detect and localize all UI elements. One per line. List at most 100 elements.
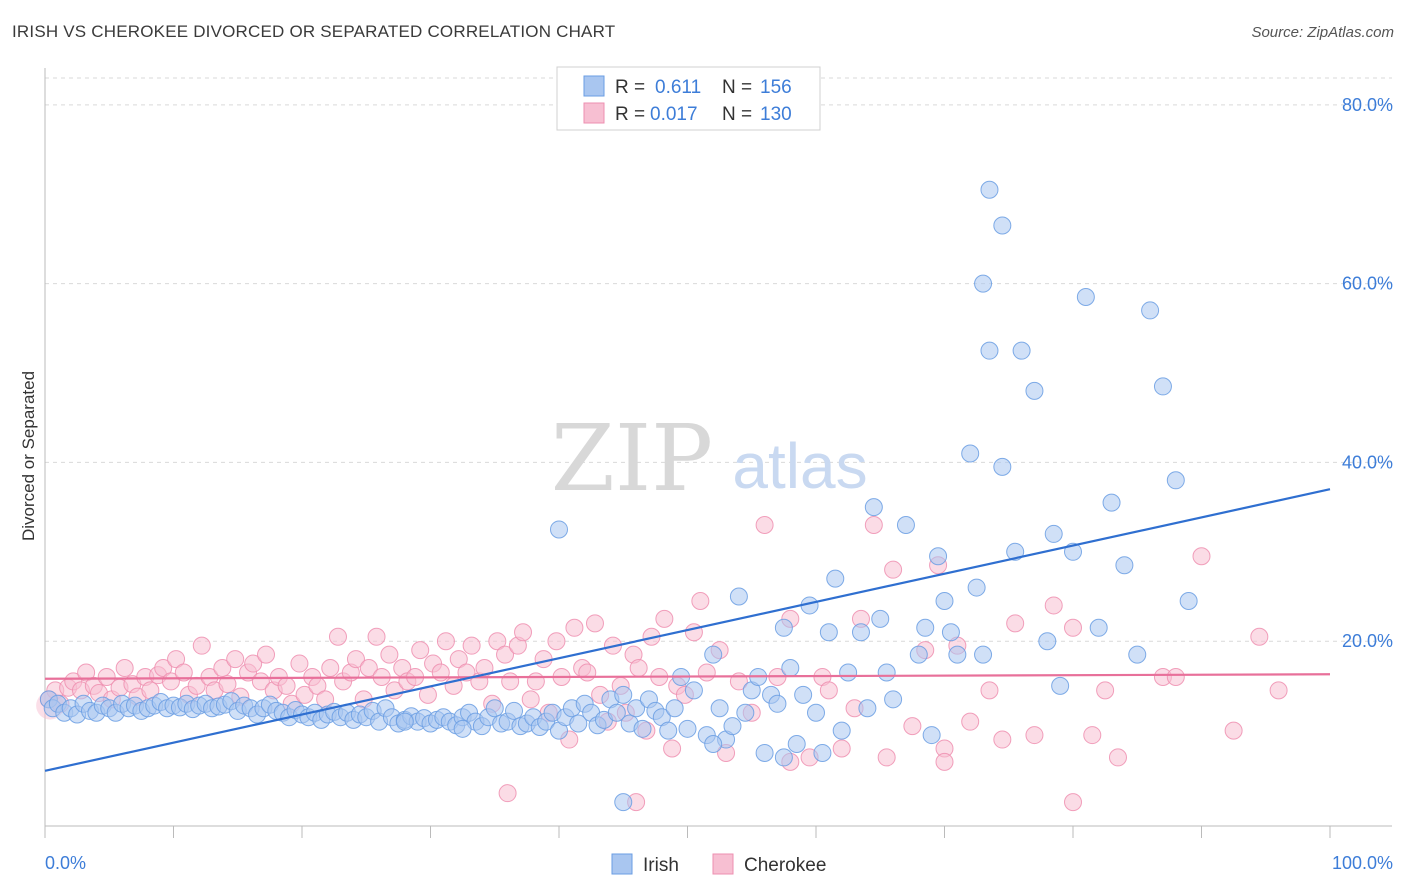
irish-trend-line xyxy=(44,488,1331,772)
irish-point xyxy=(453,719,472,738)
x-tick-label: 100.0% xyxy=(1332,853,1393,873)
cherokee-point xyxy=(161,672,180,691)
cherokee-point xyxy=(462,636,481,655)
irish-legend-swatch xyxy=(583,75,605,97)
cherokee-point xyxy=(496,645,515,664)
cherokee-point xyxy=(167,650,186,669)
cherokee-point xyxy=(1083,726,1102,745)
irish-point xyxy=(569,714,588,733)
irish-legend-label: Irish xyxy=(643,855,679,876)
irish-point xyxy=(980,341,999,360)
irish-point xyxy=(961,444,980,463)
irish-point xyxy=(774,618,793,637)
cherokee-r-value: 0.017 xyxy=(650,104,698,125)
cherokee-point xyxy=(226,650,245,669)
cherokee-point xyxy=(832,739,851,758)
cherokee-point xyxy=(691,591,710,610)
cherokee-point xyxy=(514,623,533,642)
cherokee-point xyxy=(629,659,648,678)
irish-point xyxy=(974,645,993,664)
cherokee-point xyxy=(578,663,597,682)
irish-point xyxy=(505,701,524,720)
irish-point xyxy=(813,743,832,762)
cherokee-legend-swatch xyxy=(583,102,605,124)
cherokee-point xyxy=(213,659,232,678)
irish-point xyxy=(1153,377,1172,396)
cherokee-point xyxy=(1250,627,1269,646)
irish-point xyxy=(659,721,678,740)
irish-point xyxy=(614,685,633,704)
cherokee-point xyxy=(321,659,340,678)
irish-point xyxy=(929,547,948,566)
irish-point xyxy=(1089,618,1108,637)
irish-point xyxy=(864,498,883,517)
cherokee-point xyxy=(755,515,774,534)
cherokee-point xyxy=(1025,726,1044,745)
irish-point xyxy=(729,587,748,606)
irish-r-label: R = xyxy=(615,77,645,98)
irish-point xyxy=(768,694,787,713)
cherokee-point xyxy=(1064,793,1082,812)
irish-point xyxy=(1006,542,1025,561)
irish-point xyxy=(877,663,896,682)
cherokee-r-label: R = xyxy=(615,104,645,125)
irish-point xyxy=(787,735,806,754)
cherokee-point xyxy=(115,659,134,678)
irish-point xyxy=(614,793,633,812)
irish-point xyxy=(909,645,928,664)
irish-point xyxy=(678,719,697,738)
irish-point xyxy=(1076,288,1095,307)
irish-point xyxy=(710,699,729,718)
cherokee-point xyxy=(1096,681,1115,700)
irish-point xyxy=(896,515,915,534)
cherokee-point xyxy=(488,632,507,651)
y-tick-label: 60.0% xyxy=(1342,274,1393,294)
irish-point xyxy=(736,703,755,722)
irish-legend-swatch xyxy=(611,853,633,875)
irish-point xyxy=(633,719,652,738)
watermark-zip: ZIP xyxy=(551,405,713,512)
irish-point xyxy=(774,748,793,767)
y-tick-label: 40.0% xyxy=(1342,452,1393,472)
irish-point xyxy=(967,578,986,597)
cherokee-point xyxy=(1269,681,1288,700)
cherokee-n-value: 130 xyxy=(760,104,792,125)
cherokee-point xyxy=(1108,748,1127,767)
chart-source: Source: ZipAtlas.com xyxy=(1251,24,1394,41)
irish-point xyxy=(839,663,858,682)
irish-point xyxy=(1038,632,1057,651)
cherokee-point xyxy=(192,636,211,655)
irish-point xyxy=(993,216,1012,235)
cherokee-point xyxy=(218,675,237,694)
irish-point xyxy=(826,569,845,588)
irish-point xyxy=(993,457,1012,476)
cherokee-point xyxy=(585,614,604,633)
irish-point xyxy=(755,743,774,762)
irish-point xyxy=(922,726,941,745)
irish-point xyxy=(1025,381,1044,400)
cherokee-point xyxy=(663,739,682,758)
irish-point xyxy=(916,618,935,637)
irish-point xyxy=(858,699,877,718)
cherokee-point xyxy=(877,748,896,767)
irish-n-value: 156 xyxy=(760,77,792,98)
irish-point xyxy=(974,274,993,293)
cherokee-point xyxy=(501,672,520,691)
cherokee-point xyxy=(526,672,545,691)
irish-point xyxy=(684,681,703,700)
x-tick-label: 0.0% xyxy=(45,853,86,873)
irish-point xyxy=(550,520,568,539)
irish-point xyxy=(851,623,870,642)
grid-layer xyxy=(45,77,1392,642)
irish-point xyxy=(941,623,960,642)
irish-point xyxy=(980,180,999,199)
trend-layer xyxy=(44,488,1331,772)
y-tick-label: 20.0% xyxy=(1342,631,1393,651)
cherokee-point xyxy=(935,752,954,771)
irish-point xyxy=(819,623,838,642)
cherokee-point xyxy=(154,659,173,678)
cherokee-point xyxy=(903,717,922,736)
irish-point xyxy=(1128,645,1147,664)
irish-point xyxy=(665,699,684,718)
cherokee-point xyxy=(346,650,365,669)
